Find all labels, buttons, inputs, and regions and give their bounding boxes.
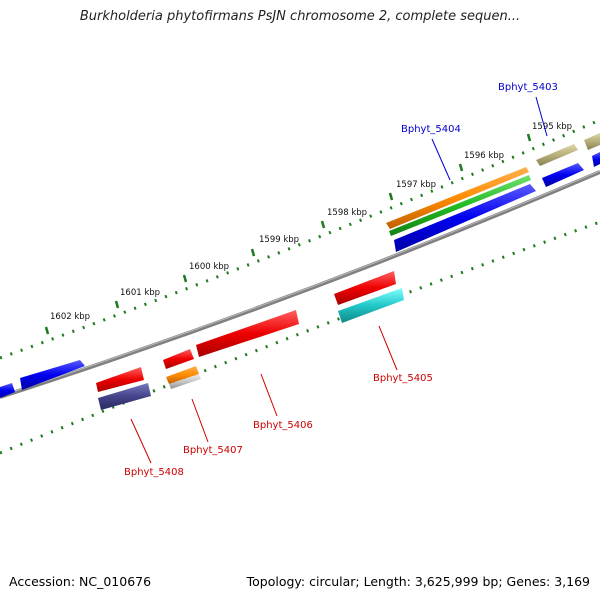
- leader-5406: [260, 373, 278, 417]
- major-tick: [114, 300, 120, 309]
- major-tick: [458, 163, 464, 172]
- inner-tick-ring: [0, 220, 600, 455]
- topology-summary: Topology: circular; Length: 3,625,999 bp…: [246, 574, 590, 589]
- tick-label: 1597 kbp: [396, 180, 436, 190]
- tick-label: 1602 kbp: [50, 312, 90, 322]
- gene-label[interactable]: Bphyt_5405: [373, 373, 433, 384]
- feature-khaki-5403[interactable]: [536, 144, 578, 166]
- gene-label[interactable]: Bphyt_5404: [401, 124, 461, 135]
- backbone-highlight: [0, 170, 600, 397]
- feature-slate-5408[interactable]: [98, 383, 151, 410]
- feature-green-5404[interactable]: [389, 175, 531, 236]
- feature-blue-right[interactable]: [592, 152, 600, 167]
- tick-label: 1598 kbp: [327, 208, 367, 218]
- gene-label[interactable]: Bphyt_5408: [124, 467, 184, 478]
- major-tick: [250, 248, 256, 257]
- feature-blue-small[interactable]: [542, 163, 584, 187]
- tick-label: 1600 kbp: [189, 262, 229, 272]
- reverse-features: [96, 271, 404, 410]
- leader-5408: [130, 418, 152, 464]
- accession-text: Accession: NC_010676: [9, 574, 152, 589]
- feature-cyan-5405[interactable]: [338, 288, 404, 323]
- major-tick: [182, 274, 188, 283]
- major-tick: [526, 133, 532, 142]
- feature-red-5405[interactable]: [334, 271, 396, 305]
- feature-orange-5404[interactable]: [386, 167, 529, 229]
- feature-red-5408[interactable]: [96, 367, 144, 392]
- feature-orange-5407[interactable]: [166, 366, 199, 384]
- leader-5407: [191, 398, 209, 443]
- tick-label: 1601 kbp: [120, 288, 160, 298]
- gene-label[interactable]: Bphyt_5403: [498, 82, 558, 93]
- feature-blue-left-2[interactable]: [0, 383, 15, 398]
- genome-backbone: [0, 170, 600, 399]
- tick-label: 1599 kbp: [259, 235, 299, 245]
- map-title: Burkholderia phytofirmans PsJN chromosom…: [79, 9, 521, 24]
- major-ticks: [44, 133, 532, 335]
- feature-khaki-right[interactable]: [584, 133, 600, 150]
- gene-label[interactable]: Bphyt_5406: [253, 420, 313, 431]
- leader-5403: [535, 96, 548, 137]
- tick-label: 1596 kbp: [464, 151, 504, 161]
- feature-red-5406[interactable]: [196, 310, 299, 357]
- major-tick: [388, 192, 394, 201]
- feature-blue-left-1[interactable]: [20, 360, 85, 390]
- outer-tick-ring: [0, 118, 600, 360]
- leader-5404: [431, 138, 451, 181]
- leader-5405: [378, 325, 398, 371]
- major-tick: [320, 220, 326, 229]
- feature-red-5407[interactable]: [163, 349, 194, 369]
- feature-silver-5407[interactable]: [169, 374, 201, 389]
- forward-features: [0, 133, 600, 398]
- gene-label[interactable]: Bphyt_5407: [183, 445, 243, 456]
- feature-blue-large[interactable]: [394, 184, 536, 252]
- major-tick: [44, 326, 50, 335]
- tick-label: 1595 kbp: [532, 122, 572, 132]
